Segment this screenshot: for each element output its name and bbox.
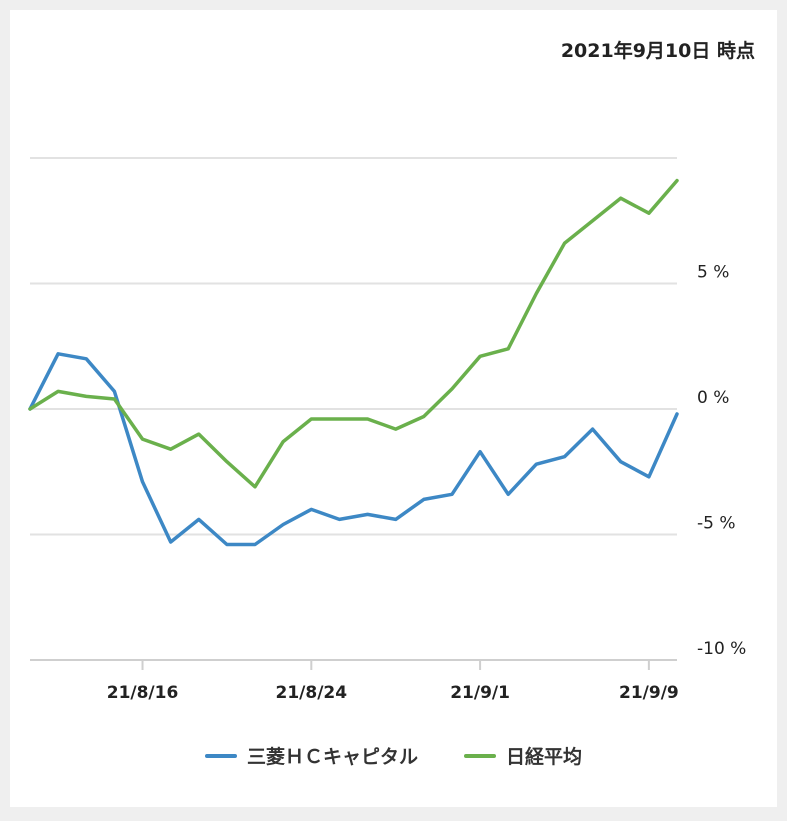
x-tick-label: 21/9/1 xyxy=(450,683,510,703)
legend-item-mitsubishi[interactable]: 三菱ＨＣキャピタル xyxy=(204,742,418,769)
chart-card: 2021年9月10日 時点 5 % 0 % -5 % -10 % 21/8/16 21/… xyxy=(10,10,777,807)
chart-timestamp: 2021年9月10日 時点 xyxy=(560,40,755,62)
grid-lines xyxy=(30,157,677,661)
legend-item-nikkei[interactable]: 日経平均 xyxy=(464,742,582,769)
y-tick-label: 5 % xyxy=(697,263,729,283)
x-axis-ticks: 21/8/16 21/8/24 21/9/1 21/9/9 xyxy=(107,660,679,703)
legend-label-mitsubishi: 三菱ＨＣキャピタル xyxy=(246,746,418,768)
y-tick-label: -5 % xyxy=(697,514,736,534)
y-axis-ticks: 5 % 0 % -5 % -10 % xyxy=(697,263,746,660)
legend-swatch-nikkei xyxy=(464,753,496,758)
x-tick-label: 21/9/9 xyxy=(619,683,679,703)
y-tick-label: -10 % xyxy=(697,639,746,659)
series-line-0 xyxy=(28,352,679,547)
series-lines xyxy=(28,178,679,547)
legend-label-nikkei: 日経平均 xyxy=(506,746,583,768)
chart-legend: 三菱ＨＣキャピタル 日経平均 xyxy=(10,742,777,769)
line-chart: 5 % 0 % -5 % -10 % 21/8/16 21/8/24 21/9/1 21/9… xyxy=(28,157,746,703)
x-tick-label: 21/8/24 xyxy=(276,683,348,703)
x-tick-label: 21/8/16 xyxy=(107,683,179,703)
series-line-1 xyxy=(28,178,679,489)
legend-swatch-mitsubishi xyxy=(204,753,237,758)
y-tick-label: 0 % xyxy=(697,388,729,408)
